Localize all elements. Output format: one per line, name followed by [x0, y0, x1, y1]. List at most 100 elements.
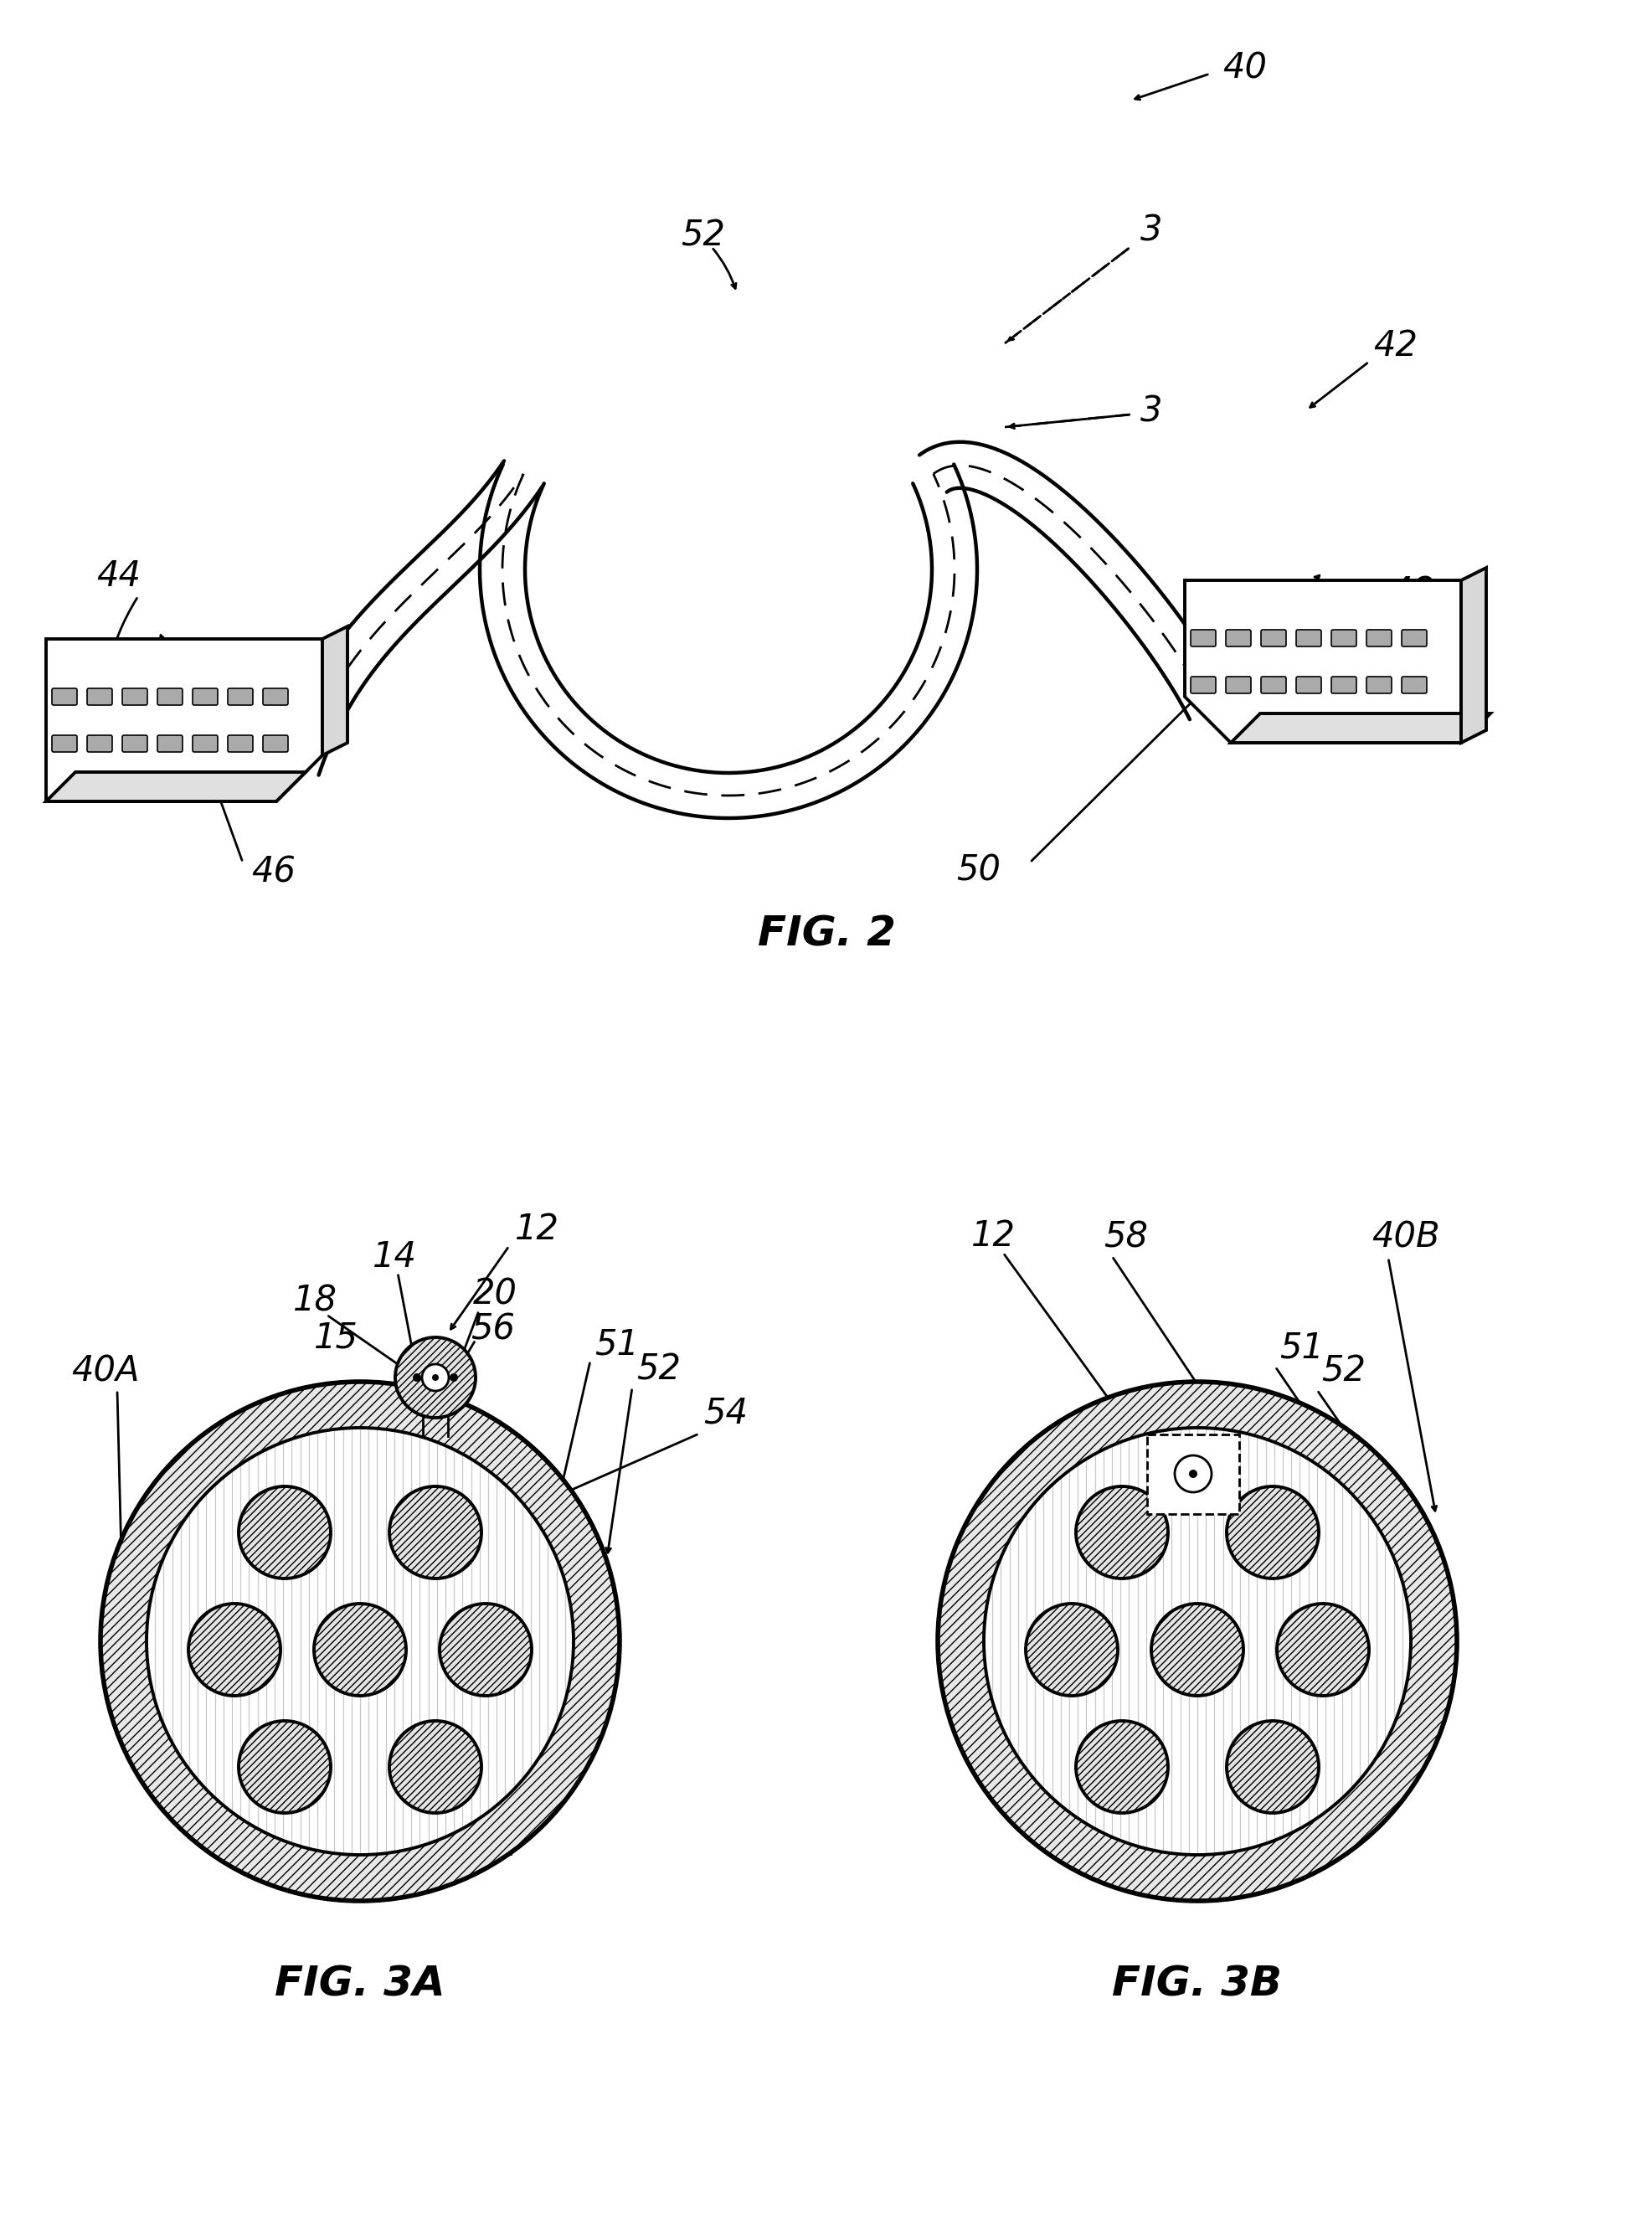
FancyBboxPatch shape — [1366, 676, 1391, 694]
FancyBboxPatch shape — [51, 736, 78, 752]
Text: 12: 12 — [515, 1211, 558, 1247]
Circle shape — [1026, 1603, 1117, 1695]
FancyBboxPatch shape — [228, 689, 253, 705]
FancyBboxPatch shape — [1189, 676, 1216, 694]
Text: 3: 3 — [1140, 392, 1161, 428]
Circle shape — [421, 1365, 449, 1392]
Circle shape — [937, 1383, 1455, 1900]
Polygon shape — [46, 640, 322, 801]
Text: 15: 15 — [314, 1320, 358, 1356]
Circle shape — [314, 1603, 406, 1695]
Text: 46: 46 — [251, 854, 296, 890]
FancyBboxPatch shape — [122, 689, 147, 705]
Text: 52: 52 — [1320, 1354, 1365, 1389]
Text: 40: 40 — [1222, 51, 1265, 87]
FancyBboxPatch shape — [1401, 676, 1426, 694]
Text: 54: 54 — [476, 1826, 520, 1862]
Text: 56: 56 — [471, 1311, 515, 1347]
Circle shape — [188, 1603, 281, 1695]
Text: 20: 20 — [472, 1278, 517, 1311]
Circle shape — [439, 1603, 532, 1695]
Bar — [1146, 1434, 1239, 1514]
Text: 50: 50 — [957, 854, 999, 888]
Circle shape — [238, 1722, 330, 1813]
Polygon shape — [322, 627, 347, 756]
Circle shape — [188, 1603, 281, 1695]
Circle shape — [1151, 1603, 1242, 1695]
FancyBboxPatch shape — [263, 689, 287, 705]
Circle shape — [413, 1374, 421, 1383]
Text: 18: 18 — [292, 1282, 337, 1318]
Circle shape — [1075, 1722, 1168, 1813]
Circle shape — [390, 1722, 481, 1813]
Text: 14: 14 — [372, 1240, 416, 1276]
Circle shape — [1226, 1487, 1318, 1579]
FancyBboxPatch shape — [88, 736, 112, 752]
Circle shape — [1075, 1487, 1168, 1579]
Text: 52: 52 — [636, 1351, 681, 1387]
Polygon shape — [1231, 714, 1490, 743]
Text: 48: 48 — [1389, 575, 1434, 611]
FancyBboxPatch shape — [51, 689, 78, 705]
Text: 40A: 40A — [71, 1354, 139, 1389]
FancyBboxPatch shape — [193, 736, 218, 752]
FancyBboxPatch shape — [1226, 676, 1251, 694]
Circle shape — [147, 1427, 573, 1855]
Circle shape — [1277, 1603, 1368, 1695]
Circle shape — [431, 1374, 438, 1380]
Text: 54: 54 — [1084, 1822, 1128, 1858]
FancyBboxPatch shape — [193, 689, 218, 705]
Circle shape — [390, 1487, 481, 1579]
Circle shape — [439, 1603, 532, 1695]
Circle shape — [983, 1427, 1411, 1855]
Text: 42: 42 — [1373, 328, 1417, 363]
FancyBboxPatch shape — [1260, 629, 1285, 647]
FancyBboxPatch shape — [157, 689, 182, 705]
Circle shape — [238, 1722, 330, 1813]
Circle shape — [1075, 1487, 1168, 1579]
FancyBboxPatch shape — [1260, 676, 1285, 694]
FancyBboxPatch shape — [228, 736, 253, 752]
Text: 51: 51 — [1279, 1331, 1323, 1365]
FancyBboxPatch shape — [1330, 629, 1356, 647]
Circle shape — [395, 1338, 476, 1418]
Circle shape — [1226, 1722, 1318, 1813]
Circle shape — [314, 1603, 406, 1695]
Text: 58: 58 — [1104, 1220, 1148, 1255]
Circle shape — [1026, 1603, 1117, 1695]
Circle shape — [390, 1487, 481, 1579]
Circle shape — [238, 1487, 330, 1579]
FancyBboxPatch shape — [88, 689, 112, 705]
Text: 40B: 40B — [1371, 1220, 1439, 1255]
Circle shape — [1175, 1456, 1211, 1492]
FancyBboxPatch shape — [1401, 629, 1426, 647]
Circle shape — [1151, 1603, 1242, 1695]
FancyBboxPatch shape — [263, 736, 287, 752]
Text: 54: 54 — [704, 1396, 747, 1432]
Circle shape — [1226, 1487, 1318, 1579]
FancyBboxPatch shape — [157, 736, 182, 752]
Text: 3: 3 — [1140, 212, 1161, 248]
FancyBboxPatch shape — [1295, 676, 1320, 694]
Circle shape — [390, 1722, 481, 1813]
Circle shape — [449, 1374, 458, 1383]
Polygon shape — [1460, 569, 1485, 743]
Text: FIG. 3B: FIG. 3B — [1112, 1965, 1282, 2005]
FancyBboxPatch shape — [1330, 676, 1356, 694]
FancyBboxPatch shape — [122, 736, 147, 752]
Circle shape — [101, 1383, 620, 1900]
Circle shape — [238, 1487, 330, 1579]
Text: 52: 52 — [681, 219, 725, 254]
Circle shape — [1075, 1722, 1168, 1813]
Polygon shape — [46, 772, 306, 801]
Text: 12: 12 — [971, 1218, 1014, 1253]
Text: FIG. 2: FIG. 2 — [757, 914, 895, 954]
Text: 44: 44 — [96, 558, 140, 593]
FancyBboxPatch shape — [1366, 629, 1391, 647]
Text: FIG. 3A: FIG. 3A — [274, 1965, 444, 2005]
Circle shape — [1226, 1722, 1318, 1813]
Text: 51: 51 — [595, 1327, 639, 1363]
FancyBboxPatch shape — [1226, 629, 1251, 647]
Circle shape — [1188, 1470, 1196, 1478]
FancyBboxPatch shape — [1295, 629, 1320, 647]
